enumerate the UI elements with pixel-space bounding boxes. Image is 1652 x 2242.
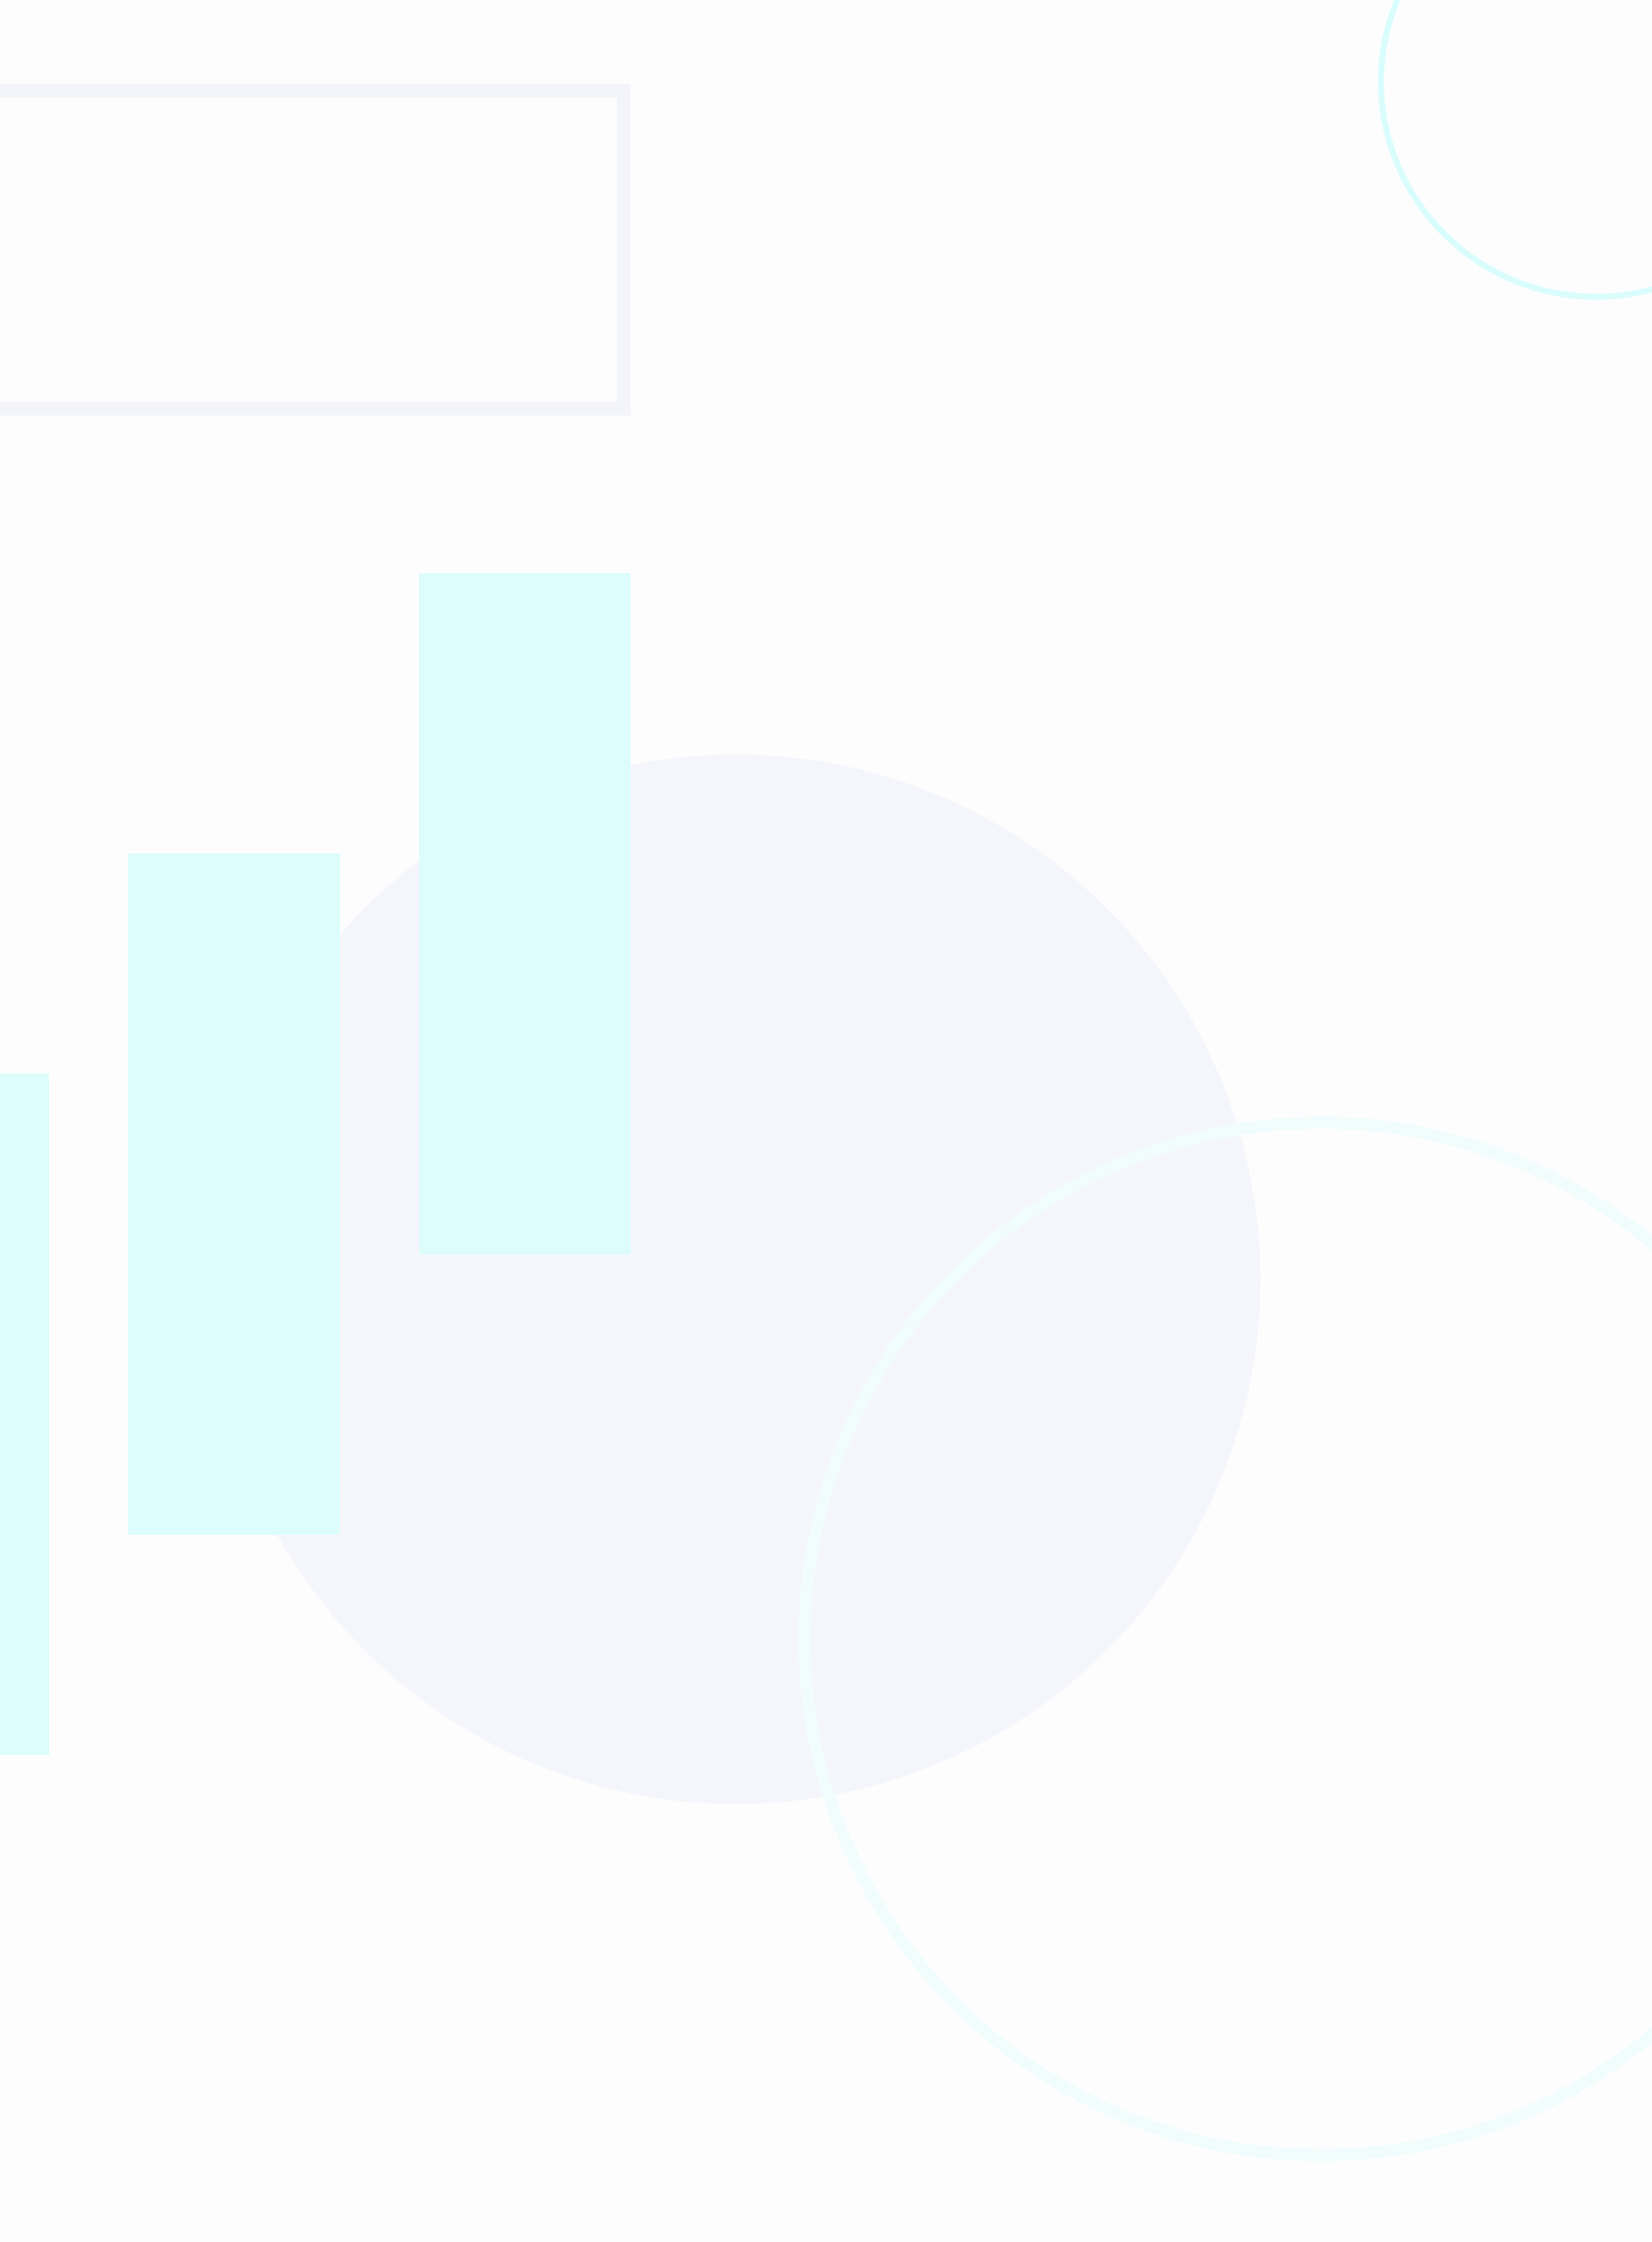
decorative-bar-right	[419, 573, 631, 1254]
decorative-bar-left	[0, 1074, 49, 1755]
decorative-circle-outline-top-right	[1378, 0, 1652, 300]
decorative-filled-circle	[211, 755, 1261, 1804]
decorative-bar-middle	[128, 853, 340, 1535]
decorative-circle-outline-large	[798, 1117, 1652, 2161]
decorative-rectangle-outline	[0, 83, 631, 416]
